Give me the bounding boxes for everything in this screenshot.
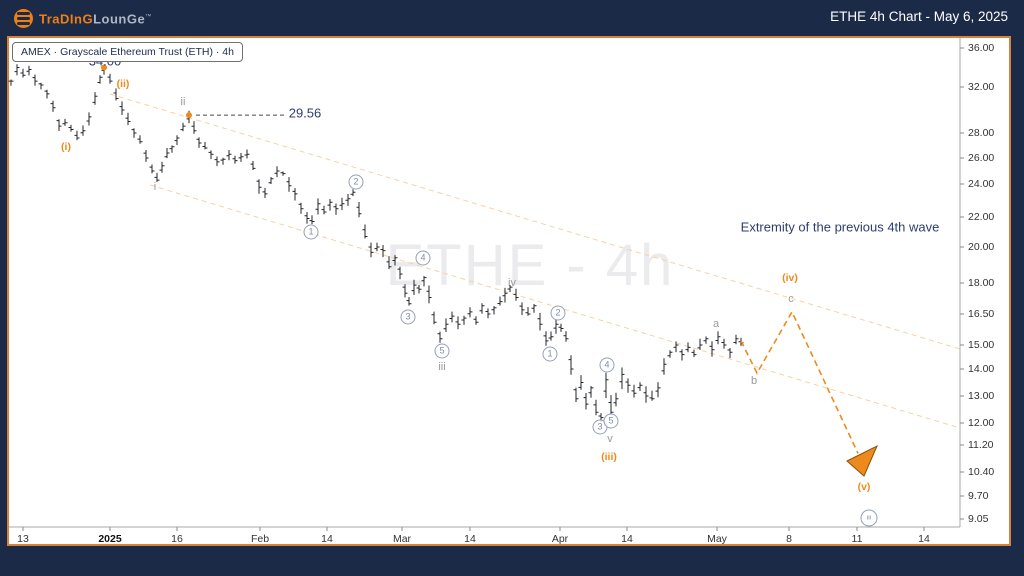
price-tick-label: 32.00 [968, 81, 995, 93]
wave-label-1: 1 [303, 224, 319, 240]
price-tick-label: 9.05 [968, 513, 989, 525]
price-tick-label: 11.20 [968, 439, 994, 451]
time-tick-label: Apr [551, 533, 569, 545]
chart-watermark: ETHE - 4h [385, 233, 675, 298]
wave-label-iv: (iv) [782, 272, 798, 284]
logo-icon [14, 8, 33, 28]
wave-label-b: b [750, 375, 758, 387]
logo-text: TraDInGLounGe™ [39, 11, 152, 27]
wave-label-iii: iii [438, 361, 446, 373]
time-tick-label: May [707, 533, 727, 545]
price-tick-label: 24.00 [968, 178, 995, 190]
wave-label-5: 5 [434, 343, 450, 359]
time-tick-label: 11 [851, 533, 863, 545]
wave-label-i: i [153, 181, 157, 193]
price-tick-label: 9.70 [968, 490, 989, 502]
price-tick-label: 13.00 [968, 390, 995, 402]
wave-label-i: (i) [61, 141, 71, 153]
wave-label-1: 1 [542, 346, 558, 362]
time-tick-label: 14 [464, 533, 476, 545]
price-tick-label: 22.00 [968, 211, 995, 223]
wave-label-ii: ii [180, 96, 186, 108]
price-tick-label: 14.00 [968, 363, 995, 375]
wave-label-5: 5 [603, 413, 619, 429]
wave-label-3: 3 [400, 309, 416, 325]
wave-label-a: a [712, 318, 720, 330]
price-tick-label: 18.00 [968, 277, 995, 289]
wave-label-iii: iii [860, 509, 878, 527]
time-tick-label: 14 [918, 533, 930, 545]
time-tick-label: 2025 [98, 533, 122, 545]
price-tick-label: 26.00 [968, 152, 995, 164]
symbol-box[interactable]: AMEX · Grayscale Ethereum Trust (ETH) · … [12, 42, 243, 62]
wave-label-iv: iv [508, 277, 516, 289]
page-title: ETHE 4h Chart - May 6, 2025 [830, 9, 1008, 24]
price-tick-label: 28.00 [968, 127, 995, 139]
wave-label-c: c [788, 293, 794, 305]
price-callout-wave-ii: 29.56 [288, 105, 322, 121]
time-tick-label: 8 [786, 533, 792, 545]
time-tick-label: 14 [321, 533, 333, 545]
wave-label-v: (v) [857, 481, 871, 493]
price-tick-label: 15.00 [968, 339, 995, 351]
wave-label-v: v [607, 433, 613, 445]
price-tick-label: 12.00 [968, 417, 995, 429]
fourth-wave-annotation: Extremity of the previous 4th wave [740, 219, 940, 235]
price-tick-label: 36.00 [968, 42, 995, 54]
time-tick-label: Mar [392, 533, 412, 545]
wave-label-2: 2 [348, 174, 364, 190]
wave-label-2: 2 [550, 305, 566, 321]
price-tick-label: 16.50 [968, 308, 995, 320]
time-tick-label: 14 [621, 533, 633, 545]
wave-label-4: 4 [599, 357, 615, 373]
time-tick-label: 13 [17, 533, 29, 545]
wave-label-ii: (ii) [116, 78, 130, 90]
price-tick-label: 10.40 [968, 466, 995, 478]
trading-lounge-logo: TraDInGLounGe™ [14, 8, 152, 28]
time-tick-label: 16 [171, 533, 183, 545]
wave-label-4: 4 [415, 250, 431, 266]
top-bar: TraDInGLounGe™ ETHE 4h Chart - May 6, 20… [0, 0, 1024, 36]
time-tick-label: Feb [250, 533, 270, 545]
price-tick-label: 20.00 [968, 241, 995, 253]
wave-label-iii: (iii) [601, 451, 617, 463]
